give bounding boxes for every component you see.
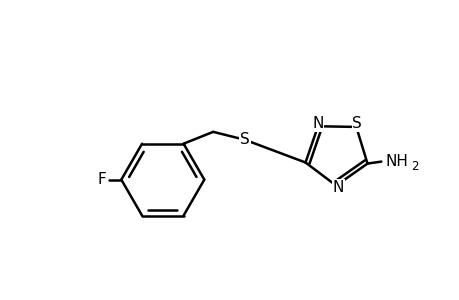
- Text: S: S: [240, 132, 249, 147]
- Text: NH: NH: [385, 154, 407, 169]
- Text: 2: 2: [410, 160, 418, 173]
- Text: N: N: [332, 180, 343, 195]
- Text: S: S: [352, 116, 361, 131]
- Text: N: N: [312, 116, 323, 131]
- Text: F: F: [97, 172, 106, 187]
